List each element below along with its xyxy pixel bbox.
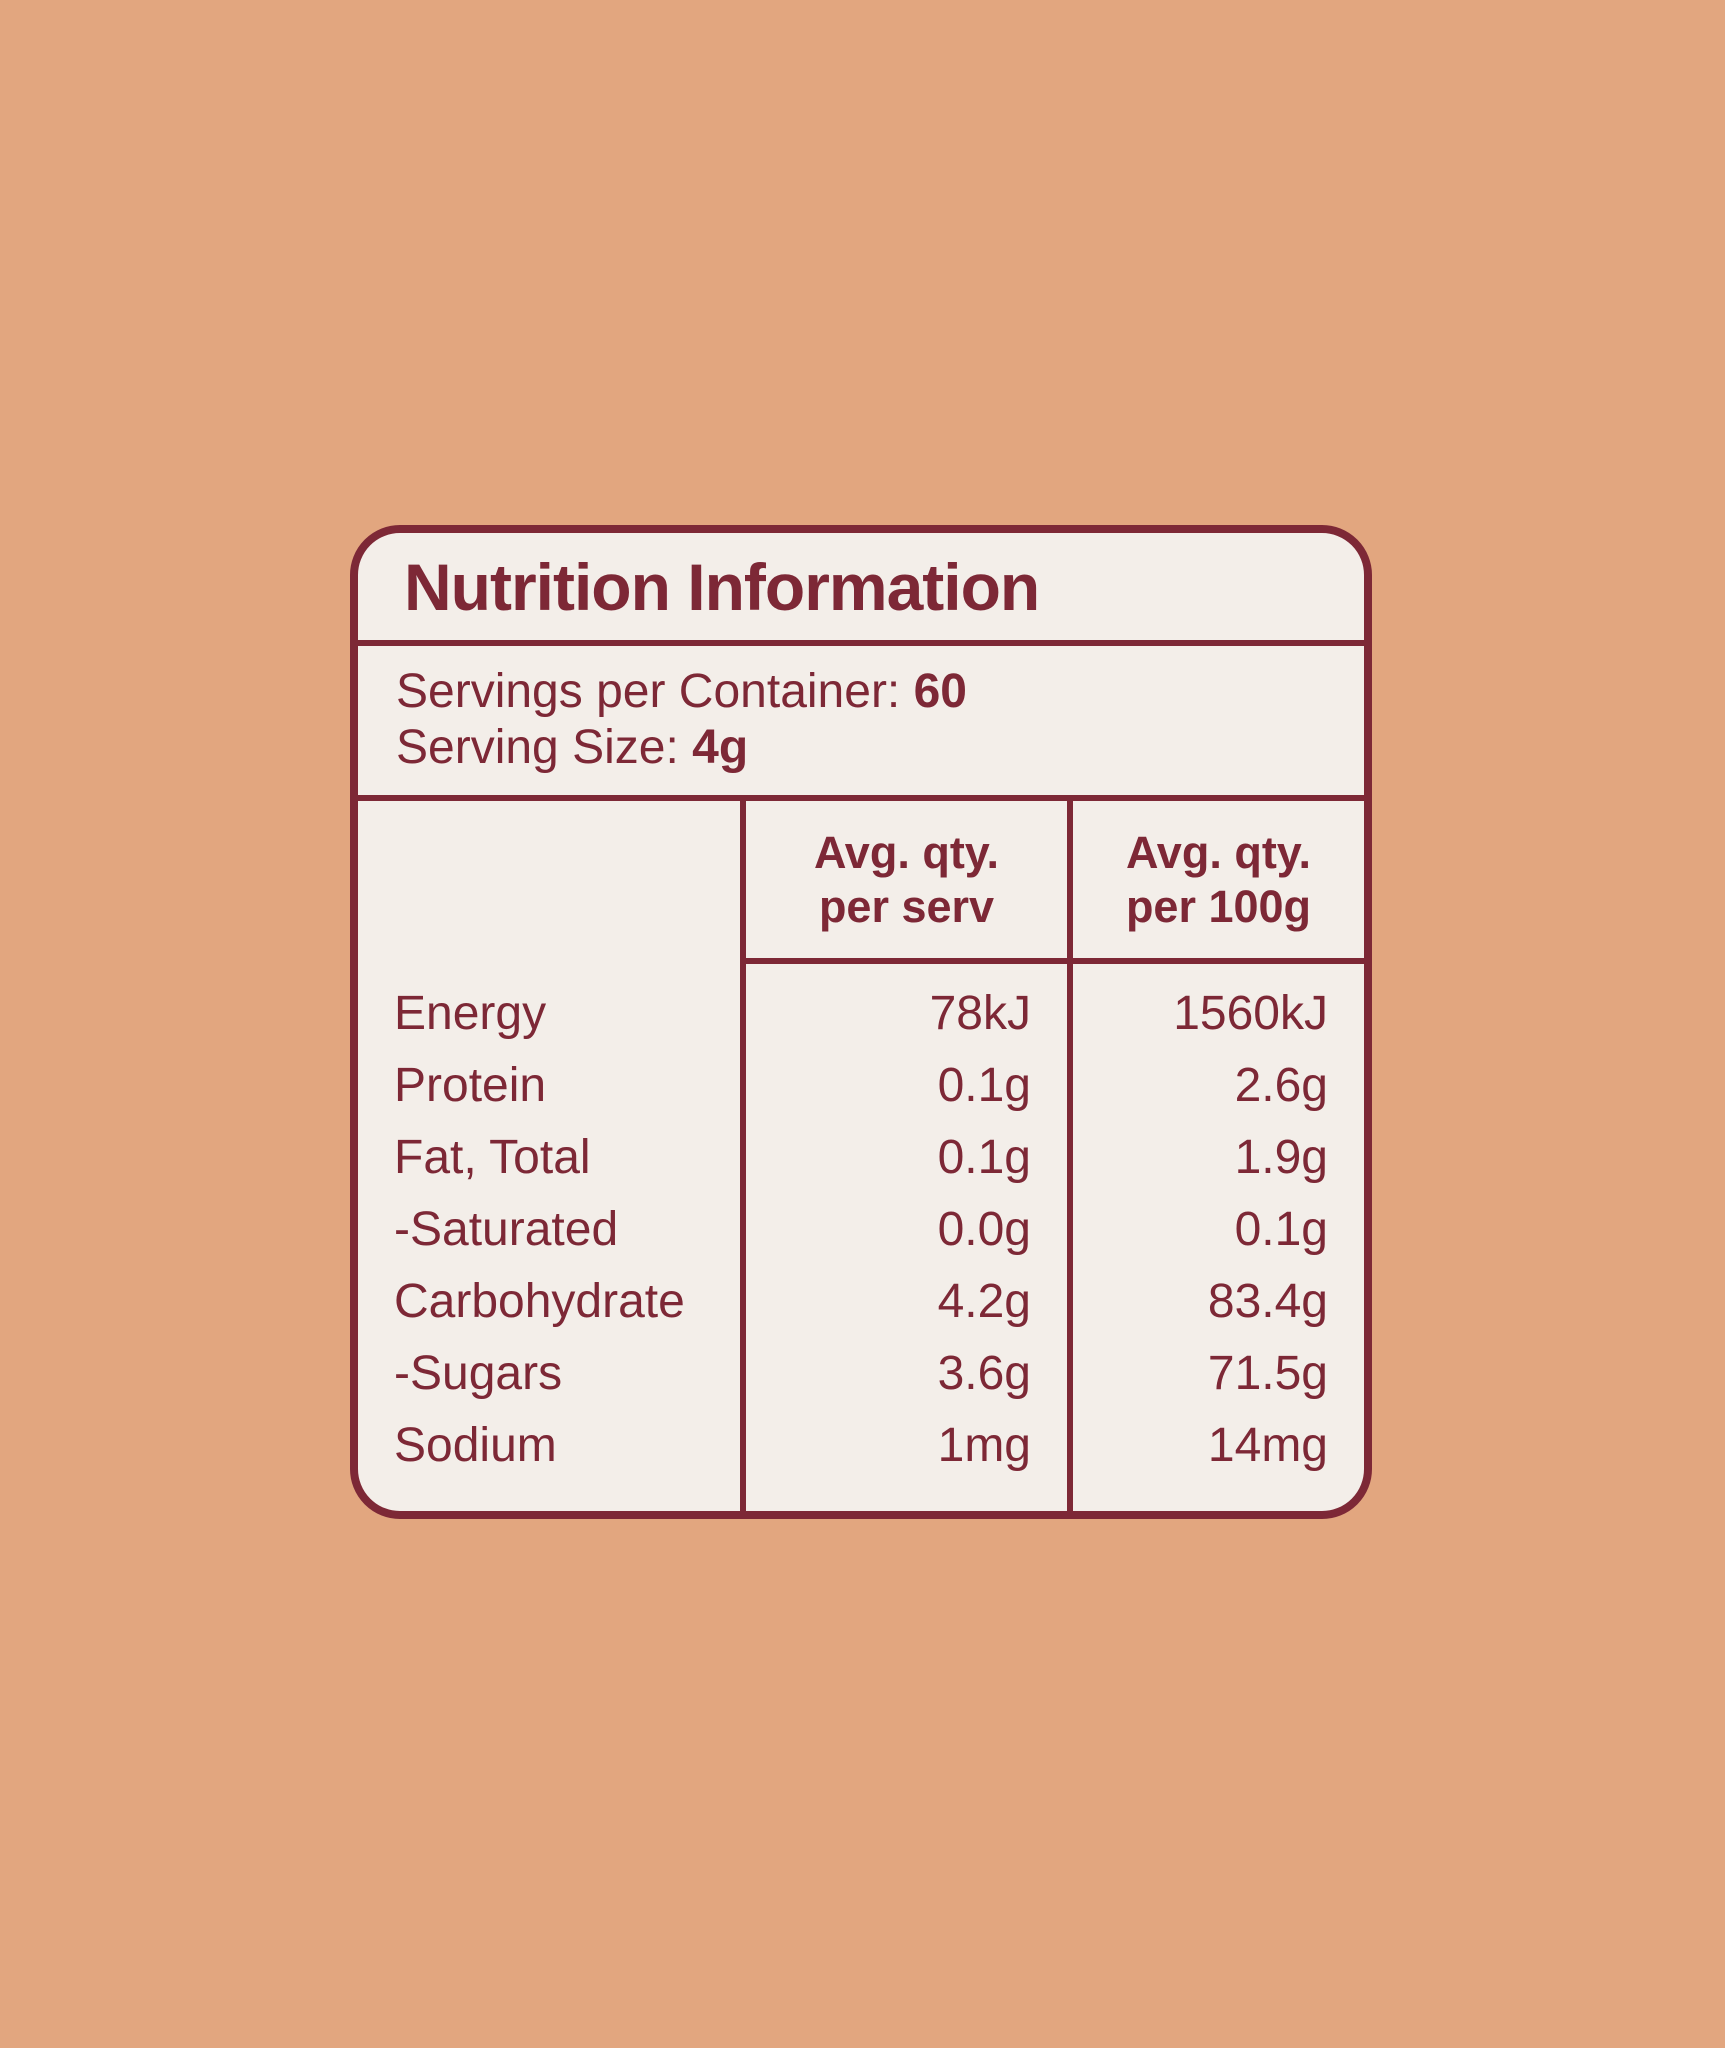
row-label-energy: Energy xyxy=(394,987,547,1040)
divider-above-table xyxy=(358,795,1364,801)
page-title: Nutrition Information xyxy=(404,549,1040,624)
value-protein-per-serv: 0.1g xyxy=(937,1059,1031,1112)
value-protein-per-100g: 2.6g xyxy=(1234,1059,1328,1112)
title-section: Nutrition Information xyxy=(358,533,1364,640)
row-label-sodium: Sodium xyxy=(394,1419,557,1472)
servings-per-container-value: 60 xyxy=(913,665,967,718)
nutrition-table: Avg. qty. per serv Avg. qty. per 100g En… xyxy=(358,801,1364,1511)
row-label-sugars: -Sugars xyxy=(394,1347,563,1400)
value-saturated-per-100g: 0.1g xyxy=(1234,1203,1328,1256)
row-label-saturated: -Saturated xyxy=(394,1203,619,1256)
value-sodium-per-serv: 1mg xyxy=(937,1419,1031,1472)
column-divider-1 xyxy=(740,801,746,1511)
servings-per-container-line: Servings per Container: 60 xyxy=(396,664,1326,720)
value-saturated-per-serv: 0.0g xyxy=(937,1203,1031,1256)
column-header-per-100g-line1: Avg. qty. xyxy=(1125,826,1311,878)
servings-per-container-label: Servings per Container: xyxy=(396,665,914,718)
value-sodium-per-100g: 14mg xyxy=(1207,1419,1328,1472)
column-header-per-100g-line2: per 100g xyxy=(1125,880,1312,932)
value-sugars-per-serv: 3.6g xyxy=(937,1347,1031,1400)
header-underline xyxy=(746,958,1364,964)
serving-size-value: 4g xyxy=(692,721,749,774)
value-carbohydrate-per-100g: 83.4g xyxy=(1207,1275,1328,1328)
divider-under-title xyxy=(358,640,1364,646)
column-header-per-serv-line2: per serv xyxy=(818,880,995,932)
serving-size-label: Serving Size: xyxy=(396,721,693,774)
servings-section: Servings per Container: 60 Serving Size:… xyxy=(358,646,1364,795)
row-label-fat-total: Fat, Total xyxy=(394,1131,591,1184)
value-sugars-per-100g: 71.5g xyxy=(1207,1347,1328,1400)
serving-size-line: Serving Size: 4g xyxy=(396,720,1326,776)
per-serv-value-column: 78kJ 0.1g 0.1g 0.0g 4.2g 3.6g 1mg xyxy=(746,964,1067,1511)
column-header-per-100g: Avg. qty. per 100g xyxy=(1073,801,1364,958)
value-fat-total-per-100g: 1.9g xyxy=(1234,1131,1328,1184)
nutrition-label-card: Nutrition Information Servings per Conta… xyxy=(350,525,1372,1519)
value-energy-per-serv: 78kJ xyxy=(929,987,1031,1040)
value-fat-total-per-serv: 0.1g xyxy=(937,1131,1031,1184)
column-header-per-serv-line1: Avg. qty. xyxy=(813,826,999,878)
column-header-per-serv: Avg. qty. per serv xyxy=(746,801,1067,958)
row-label-carbohydrate: Carbohydrate xyxy=(394,1275,685,1328)
value-energy-per-100g: 1560kJ xyxy=(1173,987,1328,1040)
row-label-protein: Protein xyxy=(394,1059,547,1112)
nutrient-label-column: Energy Protein Fat, Total -Saturated Car… xyxy=(358,964,740,1511)
column-divider-2 xyxy=(1067,801,1073,1511)
value-carbohydrate-per-serv: 4.2g xyxy=(937,1275,1031,1328)
per-100g-value-column: 1560kJ 2.6g 1.9g 0.1g 83.4g 71.5g 14mg xyxy=(1073,964,1364,1511)
